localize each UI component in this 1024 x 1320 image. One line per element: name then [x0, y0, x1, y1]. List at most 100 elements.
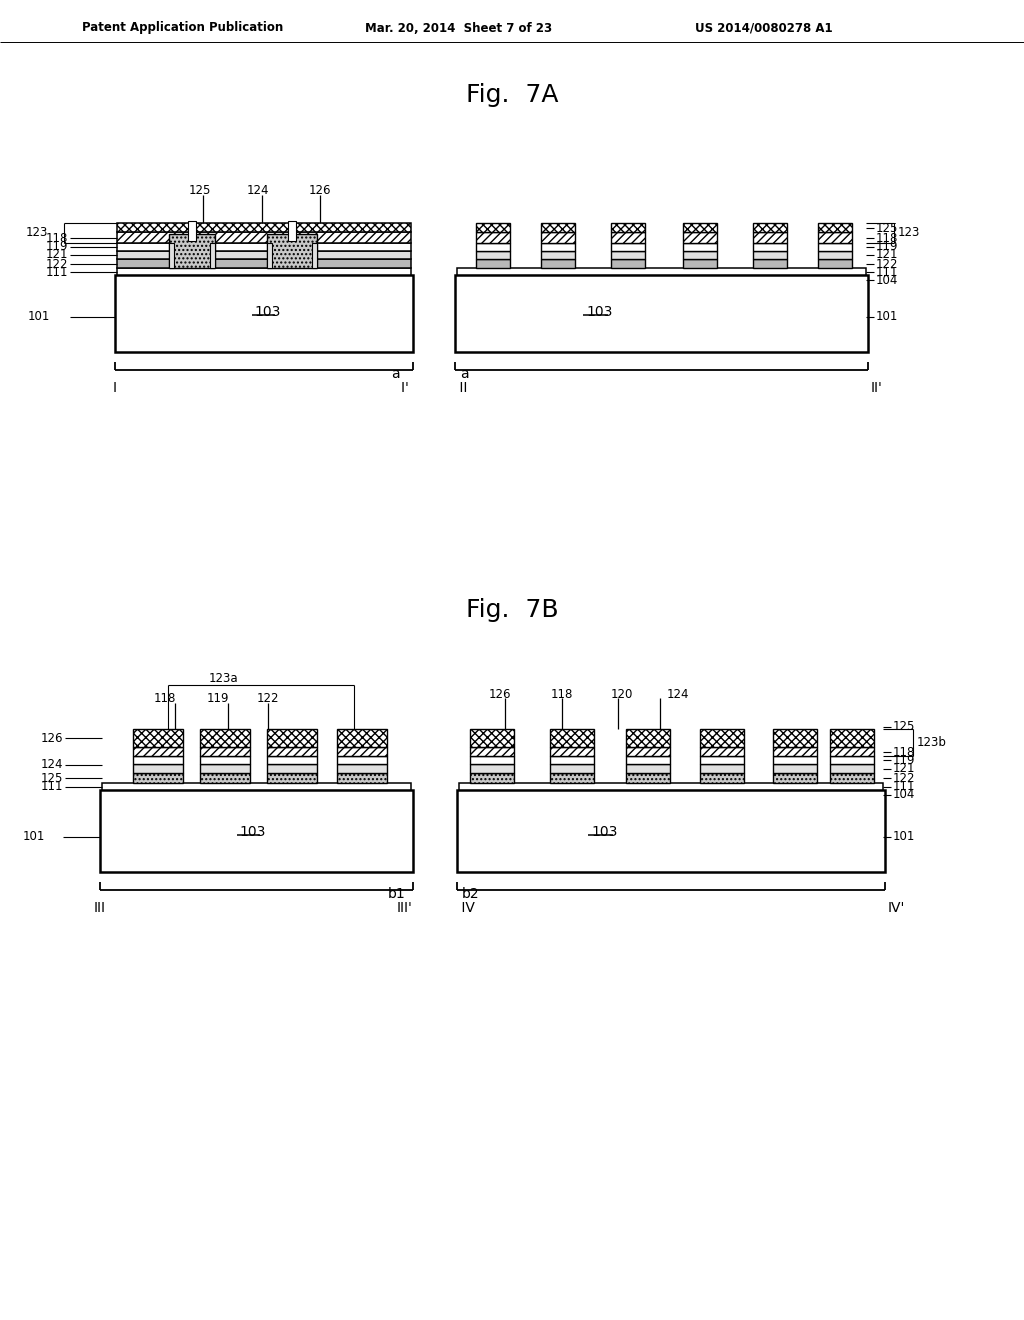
Bar: [200, 764, 250, 774]
Bar: [200, 747, 250, 756]
Text: 122: 122: [257, 693, 280, 705]
Bar: [611, 259, 645, 268]
Bar: [541, 259, 575, 268]
Bar: [830, 756, 874, 764]
Bar: [312, 243, 317, 268]
Text: 111: 111: [41, 780, 63, 793]
Bar: [200, 774, 250, 783]
Text: 103: 103: [240, 825, 266, 840]
Bar: [470, 756, 514, 764]
Bar: [133, 729, 183, 747]
Text: 124: 124: [247, 183, 269, 197]
Text: 126: 126: [309, 183, 331, 197]
Bar: [611, 232, 645, 243]
Text: 111: 111: [876, 265, 898, 279]
Bar: [455, 275, 868, 352]
Text: 111: 111: [45, 265, 68, 279]
Text: 118: 118: [154, 693, 176, 705]
Bar: [267, 756, 317, 764]
Text: 121: 121: [893, 763, 915, 776]
Bar: [626, 756, 670, 764]
Bar: [818, 232, 852, 243]
Text: 123a: 123a: [208, 672, 238, 685]
Text: 126: 126: [41, 731, 63, 744]
Bar: [210, 243, 215, 268]
Bar: [700, 729, 744, 747]
Bar: [550, 764, 594, 774]
Text: 123: 123: [26, 227, 48, 239]
Text: 122: 122: [45, 257, 68, 271]
Text: 125: 125: [41, 771, 63, 784]
Text: 118: 118: [551, 688, 573, 701]
Bar: [753, 243, 787, 251]
Bar: [476, 223, 510, 232]
Text: III': III': [397, 902, 413, 915]
Bar: [267, 729, 317, 747]
Bar: [169, 234, 215, 268]
Text: IV': IV': [888, 902, 905, 915]
Bar: [818, 251, 852, 259]
Bar: [200, 729, 250, 747]
Text: 118: 118: [893, 746, 915, 759]
Bar: [337, 756, 387, 764]
Bar: [476, 232, 510, 243]
Text: I': I': [400, 381, 413, 395]
Bar: [457, 268, 866, 275]
Bar: [288, 220, 296, 242]
Bar: [626, 729, 670, 747]
Text: Fig.  7B: Fig. 7B: [466, 598, 558, 622]
Bar: [773, 764, 817, 774]
Bar: [683, 232, 717, 243]
Text: 104: 104: [893, 788, 915, 801]
Text: 119: 119: [45, 240, 68, 253]
Text: 121: 121: [876, 248, 898, 261]
Text: 124: 124: [41, 759, 63, 771]
Bar: [133, 747, 183, 756]
Text: 126: 126: [488, 688, 511, 701]
Bar: [626, 764, 670, 774]
Text: b1: b1: [388, 887, 406, 902]
Bar: [117, 251, 411, 259]
Bar: [626, 774, 670, 783]
Bar: [683, 243, 717, 251]
Bar: [700, 756, 744, 764]
Text: 125: 125: [876, 222, 898, 235]
Bar: [133, 764, 183, 774]
Bar: [773, 774, 817, 783]
Bar: [117, 223, 411, 232]
Text: 120: 120: [610, 688, 633, 701]
Bar: [753, 223, 787, 232]
Text: b2: b2: [462, 887, 479, 902]
Text: 101: 101: [893, 830, 915, 843]
Bar: [700, 774, 744, 783]
Bar: [541, 251, 575, 259]
Bar: [683, 223, 717, 232]
Bar: [626, 747, 670, 756]
Bar: [337, 729, 387, 747]
Bar: [476, 243, 510, 251]
Bar: [818, 223, 852, 232]
Bar: [200, 756, 250, 764]
Bar: [102, 783, 411, 789]
Text: Mar. 20, 2014  Sheet 7 of 23: Mar. 20, 2014 Sheet 7 of 23: [365, 21, 552, 34]
Text: Fig.  7A: Fig. 7A: [466, 83, 558, 107]
Text: 118: 118: [46, 231, 68, 244]
Bar: [550, 747, 594, 756]
Bar: [773, 729, 817, 747]
Text: 124: 124: [667, 688, 689, 701]
Bar: [830, 764, 874, 774]
Text: US 2014/0080278 A1: US 2014/0080278 A1: [695, 21, 833, 34]
Bar: [830, 729, 874, 747]
Bar: [550, 774, 594, 783]
Text: 125: 125: [188, 183, 211, 197]
Bar: [773, 747, 817, 756]
Bar: [753, 232, 787, 243]
Text: 104: 104: [876, 273, 898, 286]
Text: 101: 101: [28, 310, 50, 323]
Bar: [700, 747, 744, 756]
Bar: [700, 764, 744, 774]
Text: 119: 119: [893, 754, 915, 767]
Text: a: a: [460, 367, 469, 381]
Text: 118: 118: [876, 231, 898, 244]
Text: II: II: [455, 381, 467, 395]
